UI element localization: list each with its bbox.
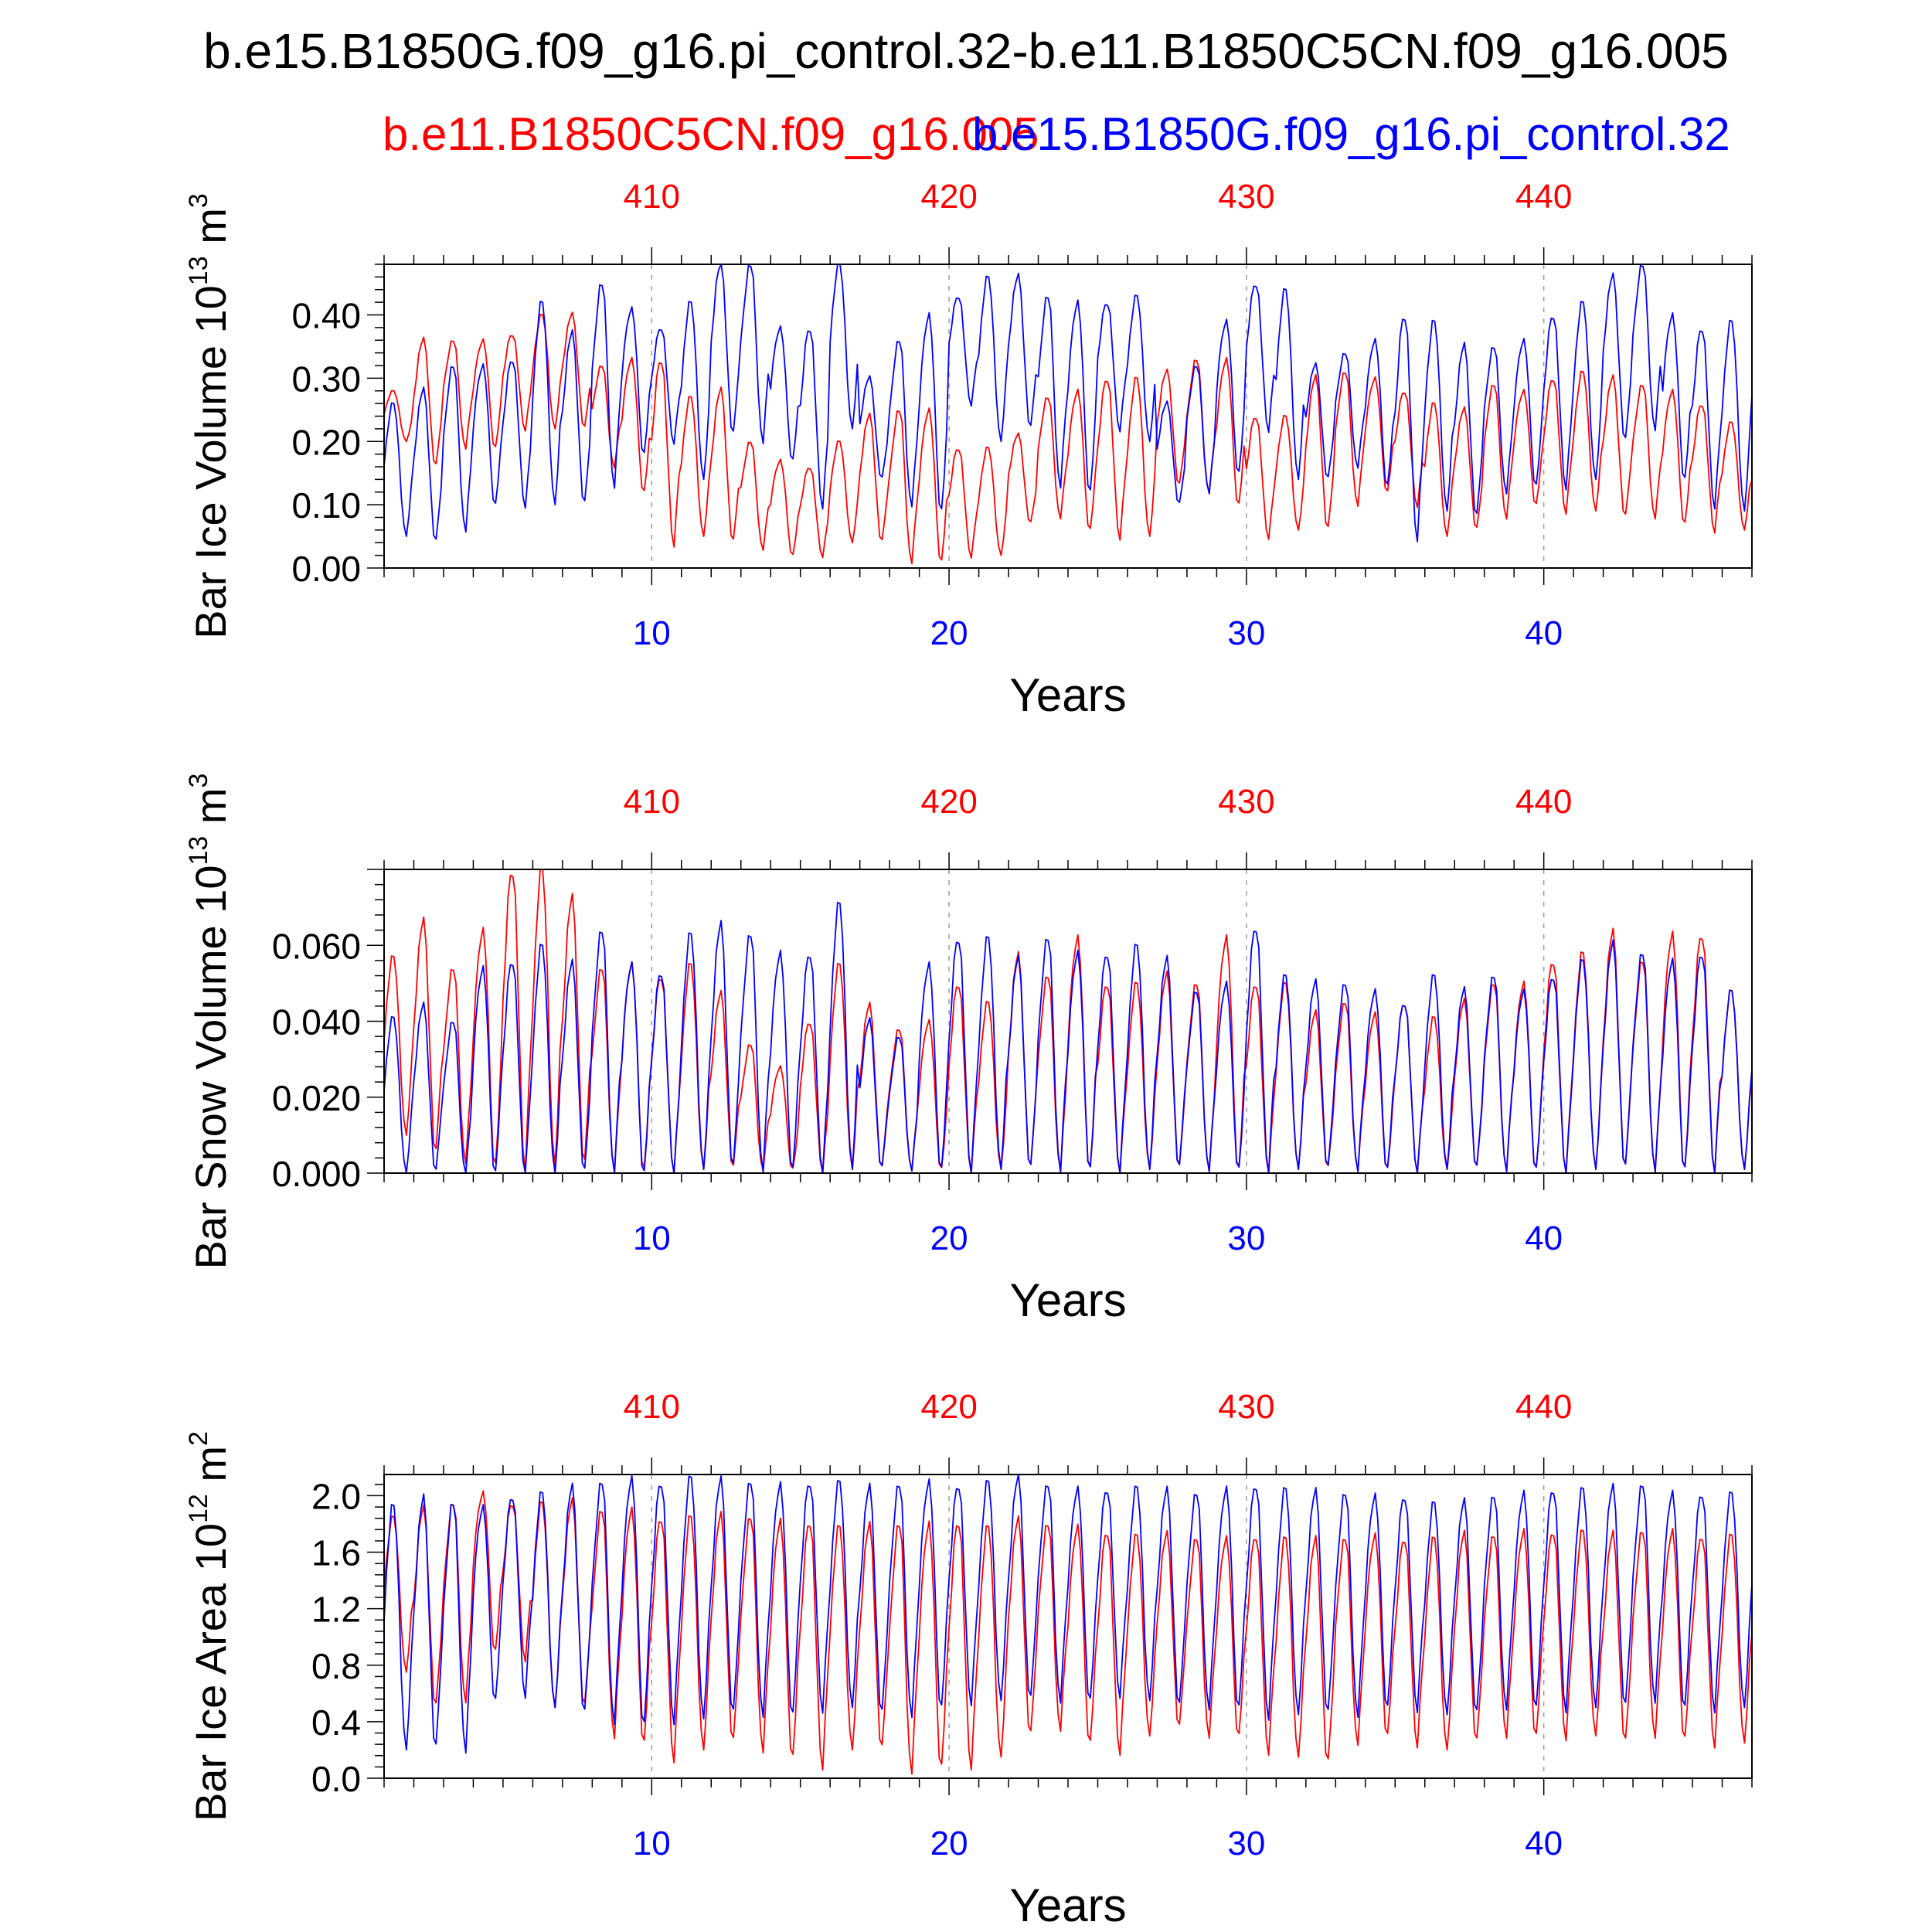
legend-red-label: b.e11.B1850C5CN.f09_g16.005 — [383, 108, 1039, 160]
y-tick-label: 0.00 — [291, 549, 361, 589]
chart-panel-3: 0.0 0.4 0.8 1.2 1.6 2.0 10 410 20 420 30 430 40 440 Ye… — [184, 1388, 1753, 1931]
x-axis-label: Years — [1009, 1274, 1126, 1326]
chart-panel-2: 0.000 0.020 0.040 0.060 10 410 20 420 30 430 40 440… — [184, 774, 1753, 1326]
x-bottom-tick-label: 10 — [633, 1825, 671, 1862]
series-line-blue — [383, 1474, 1753, 1754]
chart-panels: 0.00 0.10 0.20 0.30 0.40 10 410 20 420 30 430 40 440… — [184, 178, 1753, 1931]
x-bottom-tick-label: 30 — [1227, 1825, 1265, 1862]
x-bottom-tick-label: 20 — [930, 1825, 968, 1862]
x-top-tick-label: 410 — [624, 178, 680, 216]
x-top-tick-label: 430 — [1218, 178, 1274, 216]
x-top-tick-label: 410 — [624, 783, 680, 821]
y-tick-label: 0.0 — [311, 1759, 361, 1799]
x-top-tick-label: 420 — [920, 783, 977, 821]
x-bottom-tick-label: 40 — [1525, 614, 1563, 652]
series-line-red — [383, 1490, 1753, 1775]
x-axis-label: Years — [1009, 1879, 1126, 1931]
legend-blue-label: b.e15.B1850G.f09_g16.pi_control.32 — [972, 108, 1730, 160]
series-line-blue — [383, 264, 1753, 543]
y-tick-label: 0.30 — [291, 359, 361, 399]
y-tick-label: 1.2 — [311, 1590, 361, 1630]
x-bottom-tick-label: 40 — [1525, 1825, 1563, 1862]
x-bottom-tick-label: 40 — [1525, 1219, 1563, 1257]
y-tick-label: 0.040 — [272, 1002, 361, 1043]
y-tick-label: 0.10 — [291, 485, 361, 526]
y-tick-label: 0.40 — [291, 296, 361, 336]
y-tick-label: 0.000 — [272, 1154, 361, 1194]
x-top-tick-label: 440 — [1515, 783, 1572, 821]
y-tick-label: 0.8 — [311, 1646, 361, 1686]
series-line-blue — [383, 901, 1753, 1174]
y-axis-label: Bar Ice Volume 1013 m3 — [184, 193, 235, 639]
y-tick-label: 0.020 — [272, 1078, 361, 1118]
y-tick-label: 0.20 — [291, 422, 361, 462]
series-line-red — [383, 311, 1753, 565]
x-top-tick-label: 430 — [1218, 783, 1274, 821]
x-axis-label: Years — [1009, 669, 1126, 721]
x-top-tick-label: 420 — [920, 1388, 977, 1426]
x-bottom-tick-label: 10 — [633, 1219, 671, 1257]
x-top-tick-label: 420 — [920, 178, 977, 216]
chart-panel-1: 0.00 0.10 0.20 0.30 0.40 10 410 20 420 30 430 40 440… — [184, 178, 1753, 721]
y-tick-label: 0.4 — [311, 1702, 361, 1743]
figure-title: b.e15.B1850G.f09_g16.pi_control.32-b.e11… — [203, 23, 1729, 79]
x-bottom-tick-label: 20 — [930, 614, 968, 652]
y-tick-label: 2.0 — [311, 1476, 361, 1516]
x-bottom-tick-label: 30 — [1227, 614, 1265, 652]
y-axis-label: Bar Snow Volume 1013 m3 — [184, 774, 235, 1270]
x-top-tick-label: 440 — [1515, 1388, 1572, 1426]
x-bottom-tick-label: 10 — [633, 614, 671, 652]
y-tick-label: 1.6 — [311, 1533, 361, 1573]
x-top-tick-label: 410 — [624, 1388, 680, 1426]
x-top-tick-label: 440 — [1515, 178, 1572, 216]
y-tick-label: 0.060 — [272, 926, 361, 966]
y-axis-label: Bar Ice Area 1012 m2 — [184, 1431, 235, 1821]
x-bottom-tick-label: 30 — [1227, 1219, 1265, 1257]
x-bottom-tick-label: 20 — [930, 1219, 968, 1257]
x-top-tick-label: 430 — [1218, 1388, 1274, 1426]
